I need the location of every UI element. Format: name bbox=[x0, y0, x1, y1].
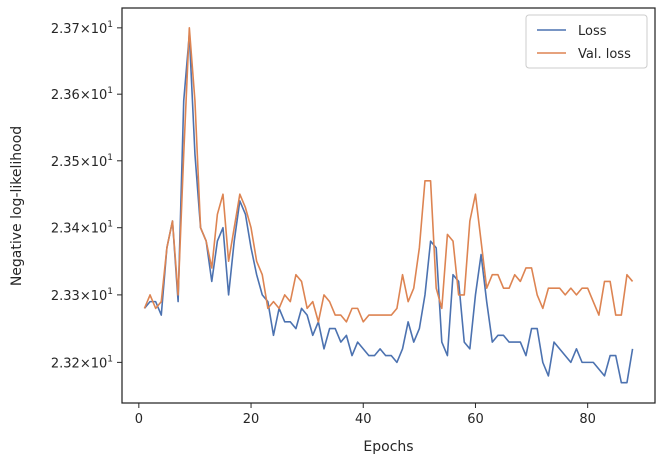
y-tick-label: 2.34×101 bbox=[51, 220, 113, 237]
x-axis-ticks: 0 20 40 60 80 bbox=[135, 403, 596, 427]
y-tick-label: 2.32×101 bbox=[51, 354, 113, 371]
legend-label-loss: Loss bbox=[578, 24, 607, 39]
legend-box bbox=[525, 14, 648, 69]
plot-frame bbox=[121, 7, 656, 404]
x-tick-label: 80 bbox=[579, 412, 596, 427]
x-tick-label: 20 bbox=[243, 412, 260, 427]
y-tick-label: 2.35×101 bbox=[51, 153, 113, 170]
series-line-val-loss bbox=[143, 27, 634, 323]
legend: Loss Val. loss bbox=[525, 14, 648, 69]
x-tick-label: 60 bbox=[467, 412, 484, 427]
series-line-loss bbox=[143, 33, 634, 384]
plot-background bbox=[122, 8, 655, 403]
y-axis-label: Negative log-likelihood bbox=[9, 126, 25, 286]
y-tick-label: 2.36×101 bbox=[51, 86, 113, 103]
x-tick-label: 40 bbox=[355, 412, 372, 427]
y-tick-label: 2.33×101 bbox=[51, 287, 113, 304]
y-tick-label: 2.37×101 bbox=[51, 20, 113, 37]
legend-label-val-loss: Val. loss bbox=[578, 47, 631, 62]
x-axis-label: Epochs bbox=[363, 439, 413, 455]
series-layer bbox=[143, 27, 634, 384]
y-axis-ticks: 2.32×101 2.33×101 2.34×101 2.35×101 2.36×101… bbox=[51, 20, 122, 371]
x-tick-label: 0 bbox=[135, 412, 143, 427]
